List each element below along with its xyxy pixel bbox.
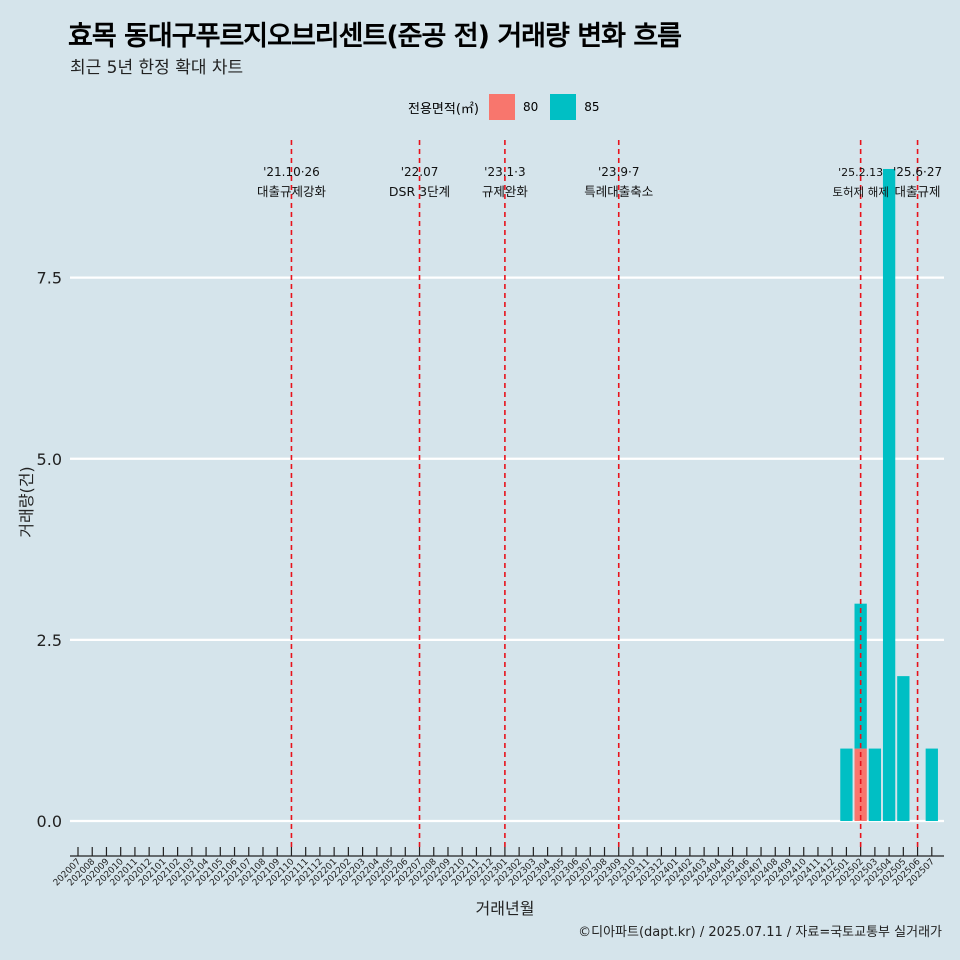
legend-label-85: 85 <box>584 100 600 114</box>
bar-80-202502 <box>854 748 867 822</box>
y-tick-label: 7.5 <box>37 269 62 288</box>
event-date: '21.10·26 <box>263 165 320 179</box>
legend-label-80: 80 <box>522 100 539 114</box>
event-date: '25.2.13 <box>838 166 883 179</box>
event-label: 대출규제 <box>895 184 941 199</box>
y-tick-label: 2.5 <box>37 631 62 650</box>
legend-title: 전용면적(㎡) <box>408 101 479 117</box>
event-date: '23.1·3 <box>484 165 525 179</box>
bar-85-202501 <box>840 748 853 822</box>
event-label: 대출규제강화 <box>257 184 327 199</box>
y-tick-label: 5.0 <box>37 450 62 469</box>
axes: 0.02.55.07.52020072020082020092020102020… <box>37 269 944 888</box>
legend-key-80 <box>488 94 515 120</box>
legend-key-85 <box>550 94 577 120</box>
bar-85-202507 <box>925 748 938 822</box>
grid-lines <box>70 276 944 823</box>
chart-title: 효목 동대구푸르지오브리센트(준공 전) 거래량 변화 흐름 <box>68 21 682 52</box>
event-lines: '21.10·26 대출규제강화 '22.07 DSR 3단계 '23.1·3 규제완화 '… <box>257 140 942 850</box>
event-label: 규제완화 <box>482 184 529 199</box>
event-date: '23.9·7 <box>598 165 639 179</box>
event-label: DSR 3단계 <box>389 184 450 199</box>
bar-85-202503 <box>868 748 882 822</box>
event-label: 토허제 해제 <box>832 185 889 199</box>
y-tick-label: 0.0 <box>37 812 62 831</box>
bars <box>840 168 938 822</box>
event-date: '22.07 <box>401 165 439 179</box>
legend: 전용면적(㎡) 80 85 <box>408 92 612 122</box>
chart-subtitle: 최근 5년 한정 확대 차트 <box>70 58 244 78</box>
event-label: 특례대출축소 <box>584 184 653 199</box>
bar-85-202505 <box>897 676 910 822</box>
bar-85-202504 <box>882 168 896 822</box>
source-caption: ©디아파트(dapt.kr) / 2025.07.11 / 자료=국토교통부 실… <box>578 925 942 940</box>
bar-85-202502 <box>854 603 867 749</box>
y-axis-label: 거래량(건) <box>17 466 36 537</box>
event-date: '25.6·27 <box>893 165 942 179</box>
x-axis-label: 거래년월 <box>476 899 535 918</box>
